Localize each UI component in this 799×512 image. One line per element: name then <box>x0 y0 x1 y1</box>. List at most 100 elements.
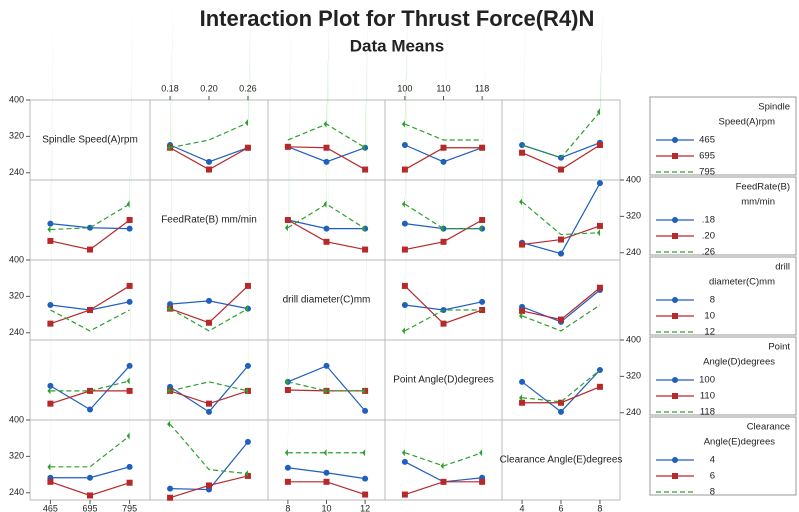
legend-box <box>649 256 797 336</box>
legend-marker <box>672 457 678 463</box>
legend-marker <box>672 473 678 479</box>
legend-label: 12 <box>704 327 715 338</box>
panel <box>501 179 621 261</box>
marker <box>47 0 54 471</box>
marker <box>401 246 408 253</box>
panel <box>29 419 151 501</box>
marker <box>284 478 291 485</box>
marker <box>167 301 174 308</box>
x-tick-label: 695 <box>82 503 97 512</box>
series-line <box>50 380 130 392</box>
marker <box>167 494 174 501</box>
legend-title: mm/min <box>741 197 775 208</box>
marker <box>401 282 408 289</box>
marker <box>87 307 93 313</box>
marker <box>479 478 486 485</box>
y-tick-label: 320 <box>9 131 24 141</box>
marker <box>47 302 54 308</box>
marker <box>244 362 251 369</box>
marker <box>244 0 251 313</box>
marker <box>519 241 526 248</box>
legend-marker <box>672 233 678 239</box>
y-tick-label: 240 <box>9 487 24 497</box>
marker <box>284 387 291 393</box>
legend-label: 100 <box>699 375 715 386</box>
marker <box>362 0 369 233</box>
series-line <box>404 147 483 171</box>
series-line <box>50 309 130 332</box>
series-line <box>169 122 249 149</box>
legend-label: .26 <box>702 247 715 258</box>
series-line <box>287 203 366 230</box>
marker <box>362 407 369 414</box>
x-tick-label: 465 <box>43 503 58 512</box>
marker <box>167 0 174 152</box>
legend-label: 4 <box>710 455 715 466</box>
legend-label: 8 <box>710 295 715 306</box>
marker <box>519 307 526 314</box>
marker <box>47 400 54 407</box>
marker <box>479 298 486 305</box>
marker <box>440 158 447 165</box>
marker <box>479 217 486 223</box>
marker <box>244 282 251 289</box>
legend-label: .18 <box>702 215 715 226</box>
series-line <box>404 219 483 251</box>
y-tick-label: 320 <box>626 371 641 381</box>
marker <box>126 362 133 369</box>
marker <box>87 224 93 231</box>
x-tick-label: 795 <box>122 503 137 512</box>
legend-title: Angle(D)degrees <box>703 357 775 368</box>
marker <box>167 0 174 395</box>
marker <box>401 166 408 173</box>
legend-box <box>649 96 797 176</box>
marker <box>558 408 564 415</box>
diagonal-label: Clearance Angle(E)degrees <box>500 455 623 466</box>
series-line <box>521 201 600 236</box>
legend-box <box>649 176 797 256</box>
legend-marker <box>672 217 678 223</box>
marker <box>126 225 133 232</box>
marker <box>47 220 54 227</box>
y-tick-label: 240 <box>9 167 24 177</box>
panel <box>149 339 269 421</box>
marker <box>284 464 291 471</box>
marker <box>362 246 369 253</box>
marker <box>126 0 133 385</box>
series-line <box>169 308 249 332</box>
x-tick-label: 100 <box>397 83 412 93</box>
y-tick-label: 240 <box>626 247 641 257</box>
legend-label: 110 <box>700 391 715 402</box>
marker <box>401 458 408 465</box>
marker <box>362 0 369 395</box>
marker <box>244 0 251 395</box>
marker <box>47 0 54 395</box>
diagonal-label: Point Angle(D)degrees <box>393 375 494 386</box>
marker <box>126 463 133 470</box>
legend-title: diameter(C)mm <box>709 277 775 288</box>
x-tick-label: 10 <box>321 503 331 512</box>
marker <box>206 482 212 489</box>
marker <box>206 158 212 165</box>
legend-label: .20 <box>702 231 715 242</box>
legend-label: 795 <box>699 167 715 178</box>
marker <box>519 149 526 156</box>
marker <box>323 238 330 245</box>
diagonal-label: drill diameter(C)mm <box>283 295 371 306</box>
x-tick-label: 4 <box>520 503 525 512</box>
x-tick-label: 0.20 <box>200 83 218 93</box>
x-tick-label: 12 <box>360 503 370 512</box>
marker <box>244 0 251 478</box>
marker <box>558 250 564 257</box>
marker <box>87 474 93 481</box>
legend-title: Speed(A)rpm <box>719 117 776 128</box>
marker <box>401 0 408 208</box>
marker <box>596 180 603 187</box>
marker <box>596 0 603 116</box>
y-tick-label: 320 <box>626 211 641 221</box>
marker <box>519 0 526 206</box>
y-tick-label: 240 <box>626 407 641 417</box>
marker <box>323 478 330 485</box>
series-line <box>287 219 366 251</box>
